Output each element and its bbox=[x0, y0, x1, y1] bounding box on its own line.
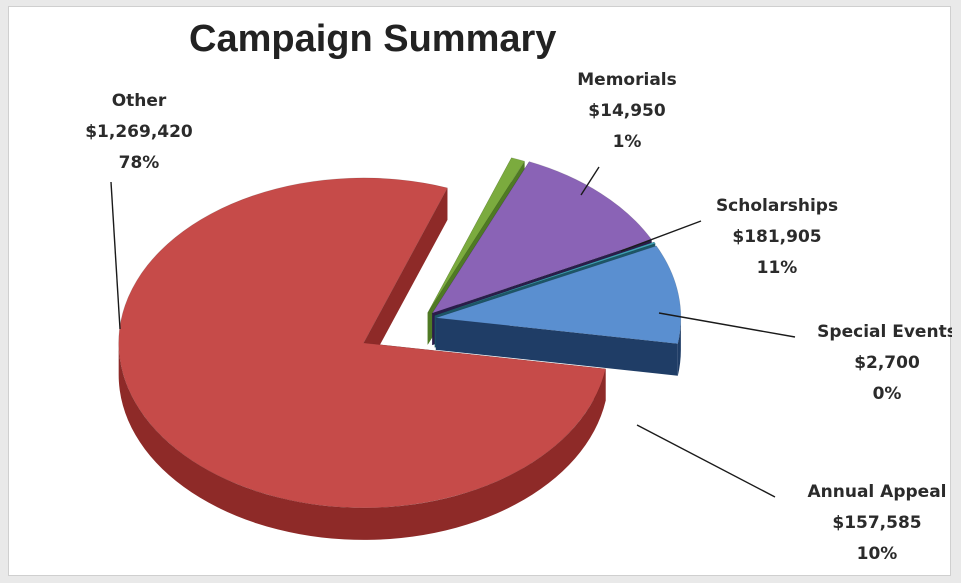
other-leader-line bbox=[110, 181, 121, 330]
special-events-leader-line bbox=[658, 312, 796, 338]
annual-appeal-label-amount: $157,585 bbox=[832, 513, 921, 533]
annual-appeal-label-percent: 10% bbox=[857, 544, 898, 564]
special-events-label-amount: $2,700 bbox=[854, 353, 920, 373]
annual-appeal-leader-line bbox=[636, 424, 776, 498]
other-label-name: Other bbox=[112, 91, 167, 111]
memorials-label-percent: 1% bbox=[613, 132, 642, 152]
chart-title: Campaign Summary bbox=[189, 18, 556, 60]
other-slice-rim bbox=[118, 342, 606, 540]
memorials-label-amount: $14,950 bbox=[588, 101, 666, 121]
annual-appeal-label-name: Annual Appeal bbox=[807, 482, 946, 502]
memorials-slice bbox=[427, 157, 526, 313]
scholarships-slice bbox=[431, 161, 653, 314]
pie-chart: Campaign Summary Memorials $14,950 1% Schol… bbox=[85, 18, 952, 564]
scholarships-label-amount: $181,905 bbox=[732, 227, 821, 247]
special-events-label-percent: 0% bbox=[873, 384, 902, 404]
other-slice bbox=[118, 177, 606, 509]
memorials-leader-line bbox=[580, 166, 600, 196]
other-label-percent: 78% bbox=[119, 153, 160, 173]
special-events-label-name: Special Events bbox=[817, 322, 952, 342]
scholarships-label-percent: 11% bbox=[757, 258, 798, 278]
memorials-label-name: Memorials bbox=[577, 70, 676, 90]
other-label-amount: $1,269,420 bbox=[85, 122, 193, 142]
other-slice-wall-end bbox=[363, 187, 448, 375]
scholarships-label-name: Scholarships bbox=[716, 196, 838, 216]
special-events-slice bbox=[434, 241, 656, 316]
scholarships-leader-line bbox=[620, 220, 702, 252]
chart-frame: Campaign Summary Memorials $14,950 1% Schol… bbox=[8, 6, 952, 576]
annual-appeal-slice-rim bbox=[677, 317, 681, 376]
annual-appeal-slice bbox=[435, 245, 682, 345]
annual-appeal-slice-wall-end bbox=[435, 317, 678, 376]
